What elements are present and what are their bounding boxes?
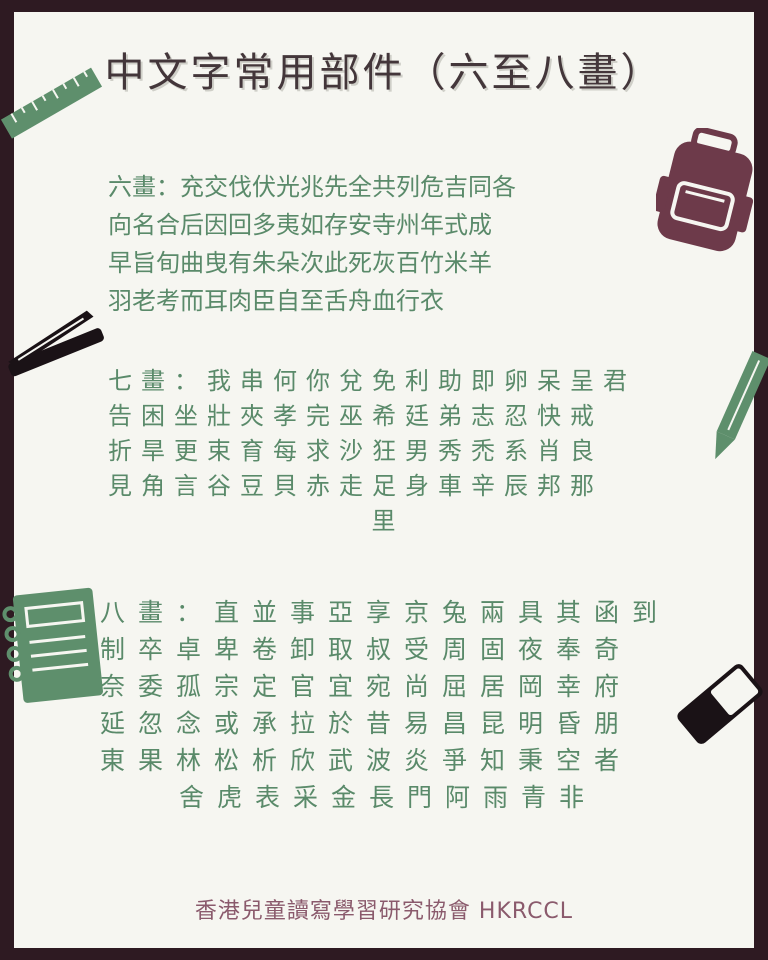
- seven-stroke-line: 里: [371, 507, 405, 535]
- pencil-icon: [715, 350, 768, 460]
- seven-stroke-line: 折旱更束育每求沙狂男秀禿系肖良: [108, 437, 603, 465]
- poster-page: [14, 12, 754, 948]
- eight-stroke-line: 舍虎表采金長門阿雨青非: [178, 783, 597, 812]
- eight-stroke-line: 八畫：直並事亞享京兔兩具其函到: [100, 598, 671, 627]
- six-stroke-section: 六畫：充交伐伏光兆先全共列危吉同各 向名合后因回多夷如存安寺州年式成 早旨旬曲曳…: [108, 168, 668, 320]
- seven-stroke-line: 七畫：我串何你兌免利助即卵呆呈君: [108, 367, 636, 395]
- seven-stroke-line: 告困坐壯夾孝完巫希廷弟志忍快戒: [108, 402, 603, 430]
- eight-stroke-line: 東果林松析欣武波炎爭知秉空者: [100, 746, 633, 775]
- notebook-icon: [2, 587, 103, 703]
- backpack-icon: [656, 128, 754, 252]
- six-stroke-line: 六畫：充交伐伏光兆先全共列危吉同各: [108, 173, 516, 201]
- eight-stroke-line: 制卒卓卑卷卸取叔受周固夜奉奇: [100, 635, 633, 664]
- six-stroke-line: 羽老考而耳肉臣自至舌舟血行衣: [108, 287, 444, 315]
- seven-stroke-line: 見角言谷豆貝赤走足身車辛辰邦那: [108, 472, 603, 500]
- eight-stroke-line: 延忽念或承拉於昔易昌昆明昏朋: [100, 709, 633, 738]
- eight-stroke-line: 奈委孤宗定官宜宛尚屈居岡幸府: [100, 672, 633, 701]
- eraser-icon: [677, 664, 763, 744]
- ruler-icon: [0, 67, 103, 139]
- page-title: 中文字常用部件（六至八畫）: [104, 50, 664, 96]
- stapler-icon: [8, 310, 104, 377]
- eight-stroke-section: 八畫：直並事亞享京兔兩具其函到 制卒卓卑卷卸取叔受周固夜奉奇 奈委孤宗定官宜宛尚…: [100, 594, 676, 816]
- seven-stroke-section: 七畫：我串何你兌免利助即卵呆呈君 告困坐壯夾孝完巫希廷弟志忍快戒 折旱更束育每求…: [108, 364, 668, 539]
- six-stroke-line: 早旨旬曲曳有朱朵次此死灰百竹米羊: [108, 249, 492, 277]
- six-stroke-line: 向名合后因回多夷如存安寺州年式成: [108, 211, 492, 239]
- organization-footer: 香港兒童讀寫學習研究協會 HKRCCL: [194, 899, 574, 924]
